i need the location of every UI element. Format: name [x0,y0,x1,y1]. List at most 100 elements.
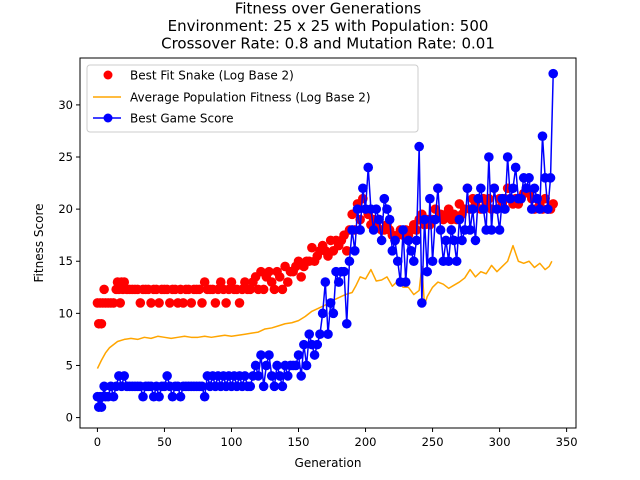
x-tick-label-7: 350 [556,435,578,449]
series-2-point-172 [545,173,556,183]
y-tick-label-5: 25 [58,150,73,164]
series-2-point-9 [108,391,119,402]
series-2-point-169 [537,131,548,141]
series-2-point-145 [473,193,483,204]
chart-title-line-3: Crossover Rate: 0.8 and Mutation Rate: 0… [161,35,495,53]
series-0-point-59 [234,298,245,308]
series-2-point-147 [478,204,489,214]
series-2-point-31 [167,391,178,402]
y-tick-label-3: 15 [58,254,73,268]
series-2-point-127 [425,193,435,204]
series-0-point-70 [264,266,274,277]
y-tick-label-4: 20 [58,202,73,216]
x-tick-label-1: 50 [157,435,172,449]
series-2-point-66 [261,360,272,371]
series-2-point-100 [352,204,363,214]
series-2-point-139 [457,235,467,246]
series-2-point-123 [414,141,424,152]
series-2-point-168 [535,204,545,214]
series-2-point-5 [99,381,109,392]
series-0-point-74 [274,272,285,282]
series-2-point-63 [253,371,264,381]
series-2-point-143 [467,204,478,214]
y-tick-label-1: 5 [66,358,73,372]
series-2-point-93 [333,277,344,287]
series-2-point-173 [548,68,559,79]
plot-frame [79,57,577,429]
series-0-point-77 [282,277,293,287]
series-2-point-102 [358,183,368,194]
series-2-point-125 [419,214,430,225]
x-axis-ticks: 0 50 100 150 200 250 300 350 [94,428,578,449]
legend-label-best-game: Best Game Score [130,112,234,126]
series-2-point-150 [486,225,497,235]
series-2-point-157 [505,193,516,204]
series-2-point-108 [374,214,384,225]
series-2-point-98 [347,225,357,235]
series-2-point-124 [417,298,427,308]
series-0-point-50 [210,298,221,308]
series-2-point-29 [162,371,172,381]
series-2-point-151 [489,183,500,194]
series-0-point-86 [307,242,317,253]
series-2-point-113 [387,246,398,256]
series-0-point-41 [186,298,197,308]
series-2-point-70 [272,360,282,371]
y-axis-label: Fitness Score [32,204,46,283]
series-2-point-42 [197,381,207,392]
series-2-point-134 [443,256,454,267]
series-2-point-165 [526,204,537,214]
series-0-point-75 [277,284,288,295]
series-2-point-118 [400,277,411,287]
series-2-point-89 [323,329,333,340]
legend-label-best-fit: Best Fit Snake (Log Base 2) [130,69,294,83]
series-2-point-13 [119,371,130,381]
x-tick-label-2: 100 [221,435,243,449]
series-0-point-61 [240,277,250,287]
series-2-point-64 [256,350,266,360]
series-2-point-166 [529,183,540,194]
series-2-point-26 [154,391,164,402]
series-0-point-3 [96,318,107,329]
series-2-point-68 [266,371,277,381]
series-2-point-86 [315,329,325,340]
series-2-point-107 [371,204,382,214]
series-2-point-82 [304,329,315,340]
series-2-point-101 [355,225,365,235]
series-2-point-114 [390,235,400,246]
series-2-point-119 [403,235,414,246]
y-tick-label-2: 10 [58,306,73,320]
series-2-point-138 [454,214,465,225]
series-2-point-88 [320,277,331,287]
series-2-point-67 [264,350,274,360]
series-2-point-156 [502,152,513,162]
series-2-point-130 [433,183,443,194]
series-2-point-133 [441,235,451,246]
series-0-point-68 [258,284,269,295]
series-2-point-90 [325,298,336,308]
series-0-point-38 [178,298,189,308]
x-tick-label-3: 150 [288,435,310,449]
series-2-point-128 [427,256,438,267]
series-2-point-164 [524,173,534,183]
series-2-point-71 [274,371,285,381]
series-2-point-117 [398,225,408,235]
series-2-point-99 [350,246,360,256]
series-layer [92,68,559,412]
series-0-point-71 [266,277,277,287]
series-2-point-167 [532,193,542,204]
chart-title-line-2: Environment: 25 x 25 with Population: 50… [168,17,489,35]
series-0-point-52 [215,277,226,287]
series-2-point-34 [175,391,186,402]
series-2-point-136 [449,235,459,246]
series-1-line [96,244,553,369]
x-tick-label-5: 250 [422,435,444,449]
series-0-point-72 [269,284,280,295]
series-0-point-82 [296,272,306,282]
series-0-point-16 [119,277,130,287]
legend-box [86,64,419,133]
legend-marker-best-game [103,113,113,123]
series-2-point-79 [296,371,306,381]
series-0-point-152 [484,193,494,204]
series-2-point-60 [245,381,256,392]
